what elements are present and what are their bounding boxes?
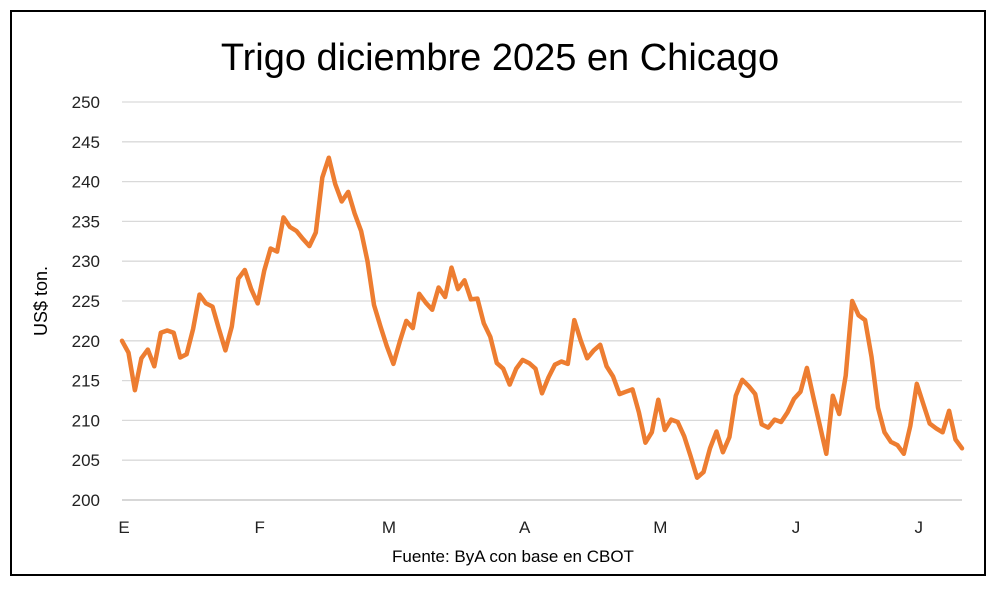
y-axis-ticks: 200 205 210 215 220 225 230 235 240 245 250 — [72, 93, 100, 510]
series-layer — [119, 155, 965, 480]
y-tick-label: 250 — [72, 93, 100, 112]
x-tick-label: M — [382, 518, 396, 537]
y-tick-label: 235 — [72, 212, 100, 231]
y-tick-label: 215 — [72, 372, 100, 391]
y-tick-label: 200 — [72, 491, 100, 510]
x-tick-label: M — [653, 518, 667, 537]
y-tick-label: 210 — [72, 411, 100, 430]
x-tick-label: J — [792, 518, 801, 537]
x-tick-label: F — [254, 518, 264, 537]
y-axis-label: US$ ton. — [31, 266, 51, 336]
y-tick-label: 230 — [72, 252, 100, 271]
chart-title: Trigo diciembre 2025 en Chicago — [221, 37, 779, 79]
y-tick-label: 205 — [72, 451, 100, 470]
y-tick-label: 240 — [72, 173, 100, 192]
y-tick-label: 225 — [72, 292, 100, 311]
x-tick-label: J — [915, 518, 924, 537]
y-tick-label: 220 — [72, 332, 100, 351]
x-tick-label: E — [118, 518, 129, 537]
chart-frame — [10, 10, 986, 576]
series-line — [119, 155, 965, 480]
gridlines — [122, 101, 962, 501]
source-note: Fuente: ByA con base en CBOT — [392, 547, 634, 566]
x-tick-label: A — [519, 518, 531, 537]
y-tick-label: 245 — [72, 133, 100, 152]
